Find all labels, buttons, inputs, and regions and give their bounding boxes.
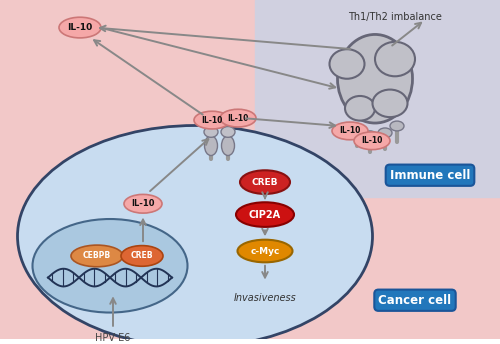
Ellipse shape — [350, 125, 364, 135]
Ellipse shape — [220, 109, 256, 127]
Bar — [255, 0, 500, 197]
Text: CEBPB: CEBPB — [83, 251, 111, 260]
Ellipse shape — [222, 136, 234, 155]
Ellipse shape — [363, 131, 377, 141]
Text: IL-10: IL-10 — [68, 23, 92, 32]
Ellipse shape — [236, 202, 294, 227]
Text: IL-10: IL-10 — [340, 126, 360, 136]
Text: CREB: CREB — [252, 178, 278, 186]
Ellipse shape — [330, 49, 364, 79]
Ellipse shape — [194, 111, 230, 129]
Text: c-Myc: c-Myc — [250, 247, 280, 256]
Ellipse shape — [204, 136, 218, 155]
Ellipse shape — [354, 132, 390, 150]
Ellipse shape — [221, 127, 235, 137]
Text: IL-10: IL-10 — [228, 114, 248, 122]
Text: IL-10: IL-10 — [362, 136, 382, 145]
Text: HPV E6: HPV E6 — [96, 333, 130, 343]
Ellipse shape — [372, 89, 408, 117]
Text: IL-10: IL-10 — [131, 199, 155, 208]
Text: Th1/Th2 imbalance: Th1/Th2 imbalance — [348, 12, 442, 22]
Ellipse shape — [121, 246, 163, 266]
Text: CREB: CREB — [131, 251, 153, 260]
Ellipse shape — [240, 170, 290, 194]
Text: Immune cell: Immune cell — [390, 169, 470, 182]
Ellipse shape — [375, 42, 415, 76]
Ellipse shape — [390, 121, 404, 131]
Ellipse shape — [124, 194, 162, 213]
Ellipse shape — [332, 122, 368, 140]
Ellipse shape — [345, 96, 375, 121]
Ellipse shape — [71, 245, 123, 267]
Ellipse shape — [18, 126, 372, 344]
Text: CIP2A: CIP2A — [249, 209, 281, 219]
Text: IL-10: IL-10 — [202, 116, 222, 125]
Ellipse shape — [338, 34, 412, 123]
Text: Cancer cell: Cancer cell — [378, 294, 452, 307]
Ellipse shape — [32, 219, 188, 313]
Ellipse shape — [378, 128, 392, 138]
Text: Invasiveness: Invasiveness — [234, 293, 296, 303]
Ellipse shape — [204, 127, 218, 137]
Ellipse shape — [59, 17, 101, 38]
Ellipse shape — [238, 240, 292, 262]
